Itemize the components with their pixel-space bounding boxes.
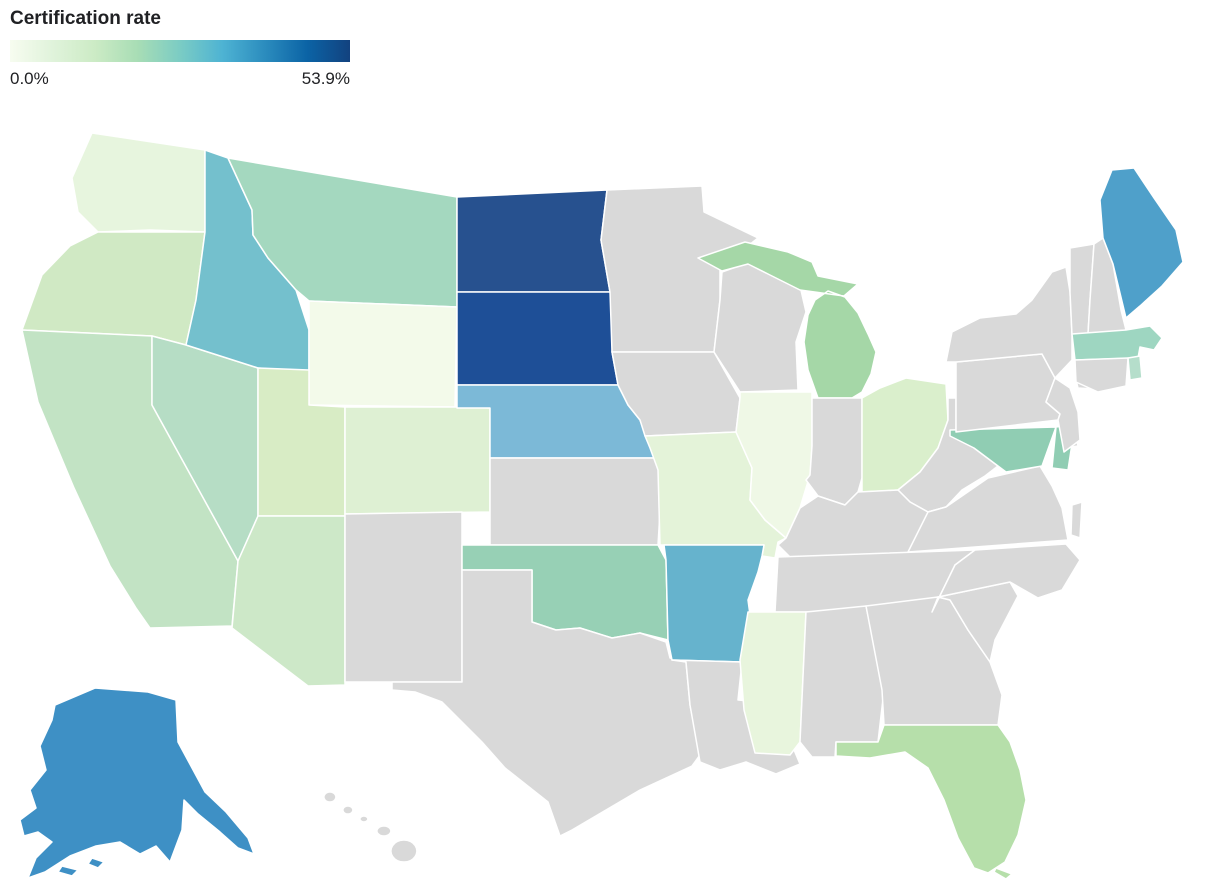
state-texas[interactable] [391, 569, 701, 837]
state-south-dakota[interactable] [456, 291, 619, 386]
state-rhode-island[interactable] [1127, 355, 1143, 381]
state-wyoming[interactable] [308, 300, 458, 408]
state-alaska[interactable] [19, 687, 255, 879]
state-connecticut[interactable] [1074, 357, 1129, 393]
state-indiana[interactable] [805, 397, 863, 506]
legend-min-label: 0.0% [10, 69, 49, 88]
state-new-jersey[interactable] [1045, 377, 1081, 453]
legend-max-label: 53.9% [301, 69, 350, 88]
state-pennsylvania[interactable] [955, 353, 1061, 433]
state-oregon[interactable] [21, 231, 206, 346]
state-arizona[interactable] [231, 515, 346, 687]
state-washington[interactable] [71, 132, 206, 233]
state-florida[interactable] [835, 724, 1027, 880]
legend-gradient-bar [10, 40, 350, 62]
legend-title: Certification rate [10, 8, 161, 29]
legend-labels: 0.0% 53.9% [10, 69, 350, 89]
state-colorado[interactable] [344, 406, 491, 515]
state-mississippi[interactable] [739, 611, 807, 756]
state-maine[interactable] [1099, 167, 1184, 319]
state-south-carolina[interactable] [937, 581, 1019, 663]
legend: Certification rate 0.0% 53.9% [10, 8, 354, 89]
state-north-dakota[interactable] [456, 189, 611, 293]
state-michigan[interactable] [697, 241, 877, 399]
state-new-mexico[interactable] [344, 511, 463, 683]
state-north-carolina[interactable] [931, 543, 1081, 613]
state-hawaii[interactable] [323, 791, 418, 863]
state-virginia[interactable] [907, 465, 1083, 553]
state-kansas[interactable] [489, 457, 663, 546]
